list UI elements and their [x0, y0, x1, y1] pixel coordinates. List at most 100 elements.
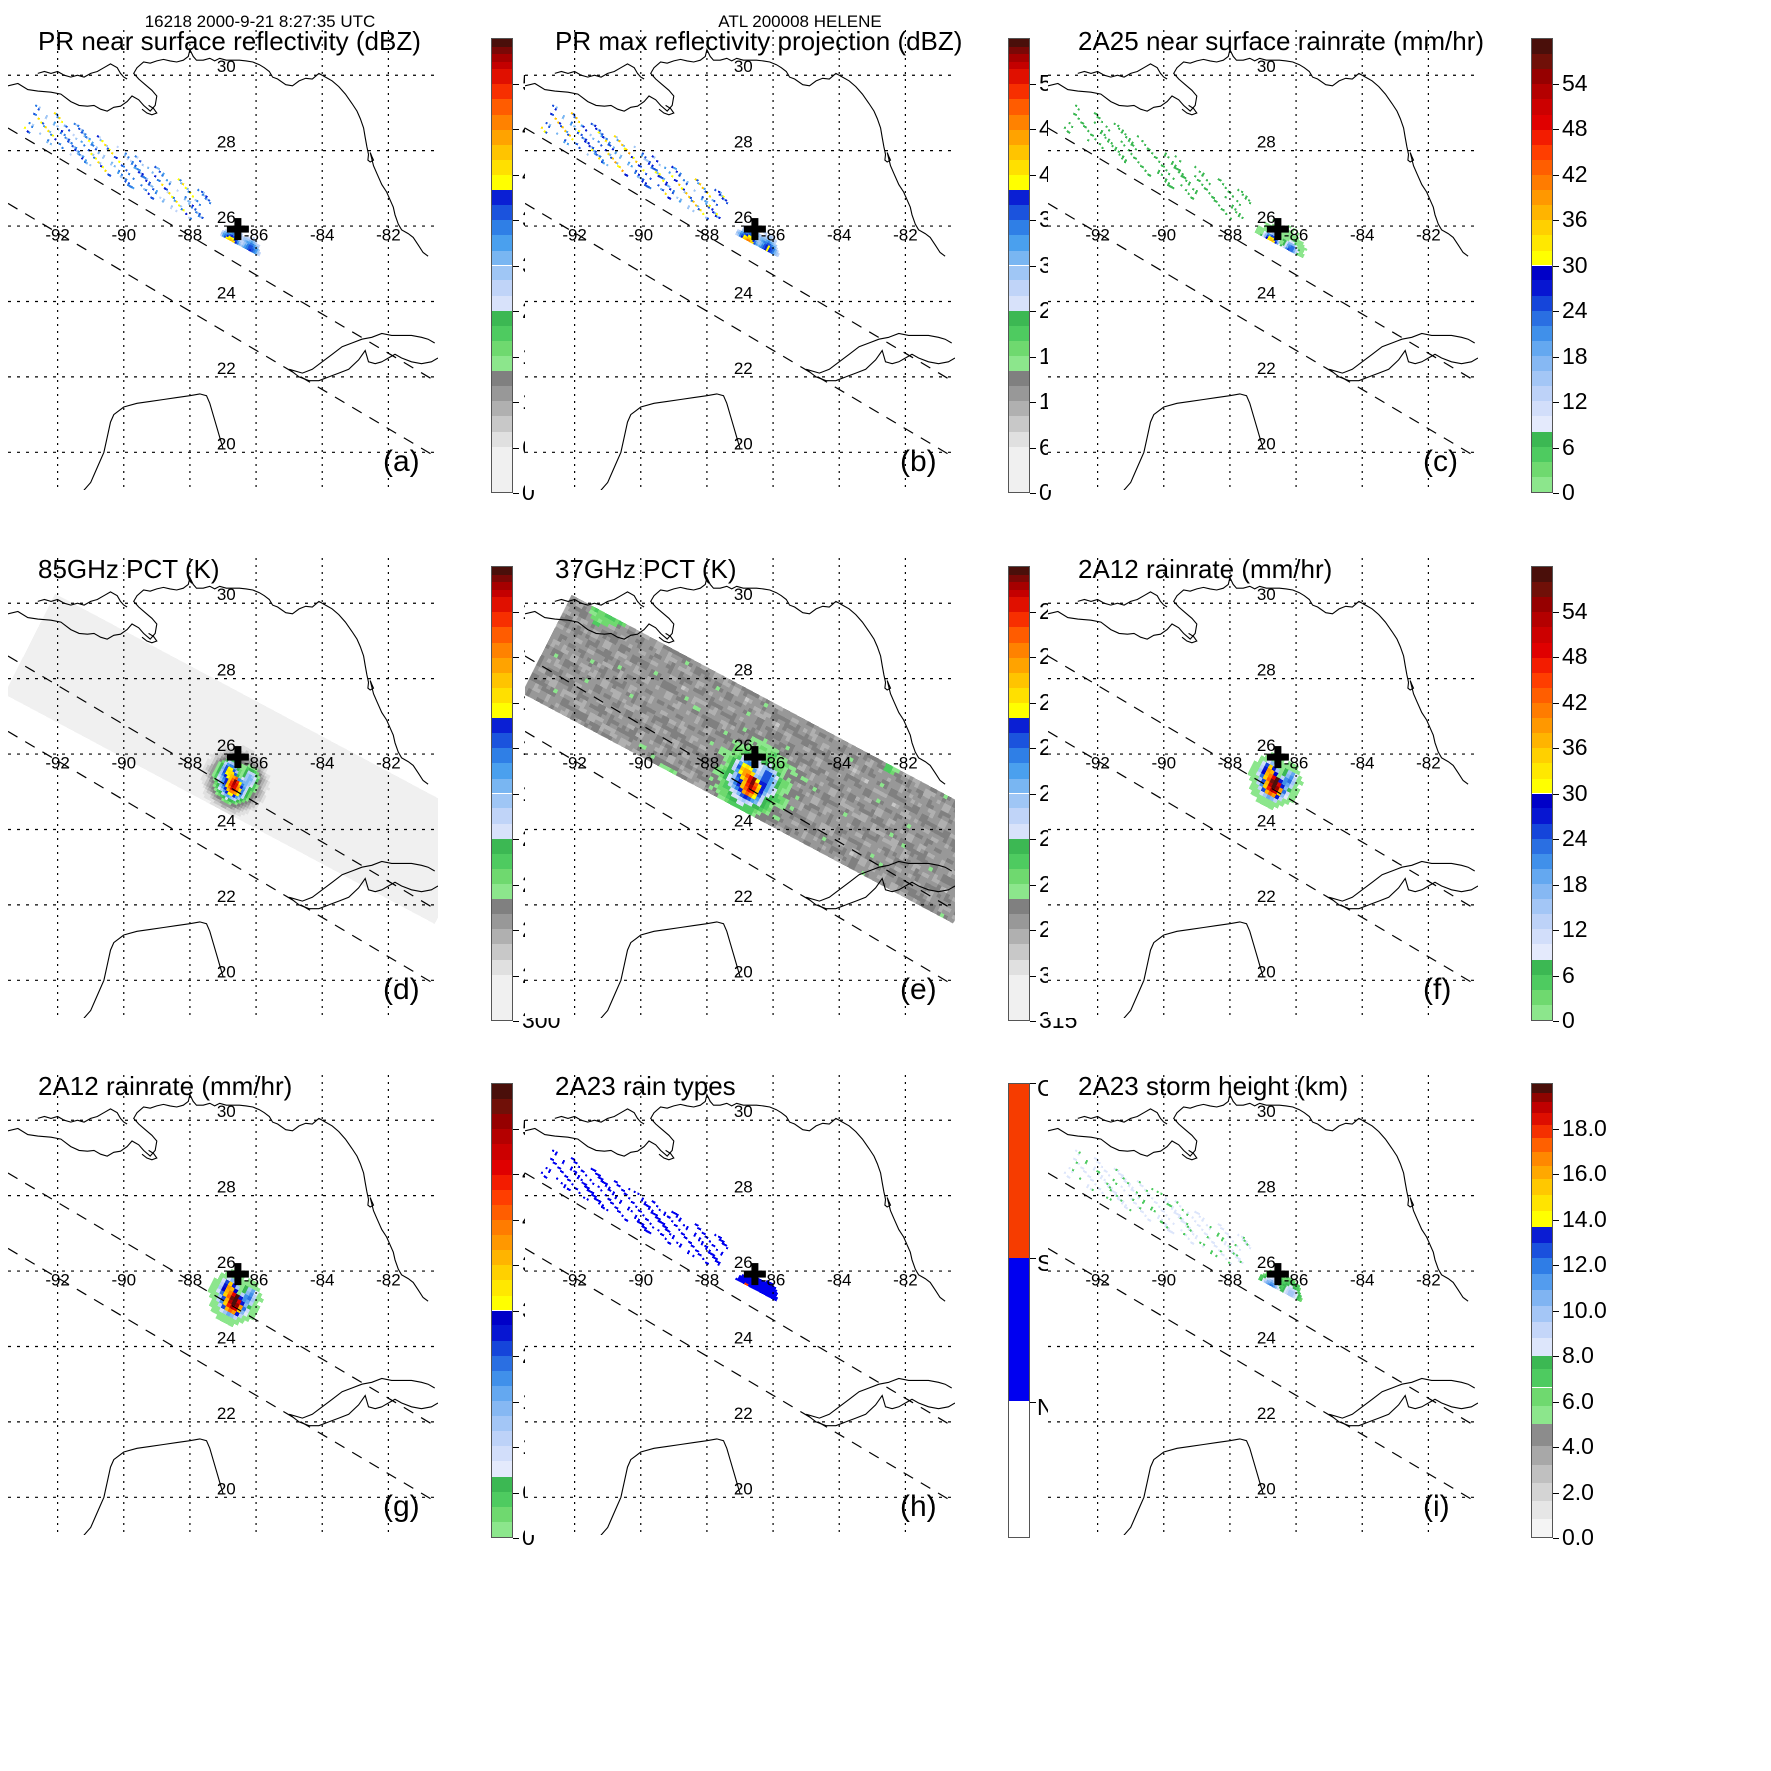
cbar-b-segment — [1009, 446, 1029, 492]
cbar-b-segment — [1009, 371, 1029, 387]
cbar-i-segment — [1532, 1305, 1552, 1322]
svg-text:30: 30 — [217, 585, 236, 604]
cbar-a-segment — [492, 401, 512, 417]
cbar-c-segment — [1532, 84, 1552, 100]
cbar-d-segment — [492, 733, 512, 749]
map-e[interactable]: 30 28 26 24 22 20 -92 -90 -88 -86 -84 -82 — [525, 558, 955, 1018]
cbar-h-segment — [1009, 1401, 1029, 1537]
storm-center-cross-f — [1266, 746, 1289, 769]
graticule-b — [525, 30, 955, 490]
cbar-g-segment — [492, 1325, 512, 1341]
svg-text:-86: -86 — [1284, 225, 1309, 244]
cbar-f-tick-label: 24 — [1562, 825, 1588, 851]
svg-text:30: 30 — [1257, 57, 1276, 76]
svg-text:30: 30 — [1257, 1102, 1276, 1121]
cbar-b-segment — [1009, 46, 1029, 54]
storm-title: ATL 200008 HELENE — [718, 12, 882, 31]
cbar-f-segment — [1532, 612, 1552, 628]
cbar-a-tickmark — [513, 311, 519, 312]
cbar-b-tickmark — [1030, 220, 1036, 221]
svg-text:24: 24 — [217, 1328, 236, 1347]
cbar-c-segment — [1532, 341, 1552, 357]
cbar-i-segment — [1532, 1102, 1552, 1114]
map-g[interactable]: 30 28 26 24 22 20 -92 -90 -88 -86 -84 -82 — [8, 1075, 438, 1535]
cbar-g-segment — [492, 1355, 512, 1371]
graticule-c — [1048, 30, 1478, 490]
cbar-e-tickmark — [1030, 839, 1036, 840]
cbar-d-segment — [492, 974, 512, 1020]
storm-center-cross-h — [743, 1263, 766, 1286]
cbar-c-tick-label: 42 — [1562, 160, 1588, 187]
cbar-a-segment — [492, 280, 512, 296]
cbar-b-segment — [1009, 144, 1029, 160]
cbar-h-segment — [1009, 1258, 1029, 1402]
svg-text:-90: -90 — [628, 225, 653, 244]
cbar-g-segment — [492, 1129, 512, 1145]
svg-text:-82: -82 — [376, 225, 401, 244]
svg-text:-82: -82 — [376, 1270, 401, 1289]
cbar-d-segment — [492, 642, 512, 658]
cbar-g-tickmark — [513, 1310, 519, 1312]
cbar-e-segment — [1009, 672, 1029, 688]
cbar-e-segment — [1009, 612, 1029, 628]
cbar-f-segment — [1532, 687, 1552, 703]
cbar-e-bar — [1008, 566, 1030, 1021]
svg-text:-84: -84 — [1350, 225, 1375, 244]
cbar-i-segment — [1532, 1274, 1552, 1291]
svg-text:-82: -82 — [893, 753, 918, 772]
cbar-c-segment — [1532, 53, 1552, 70]
svg-text:-86: -86 — [1284, 1270, 1309, 1289]
cbar-b-tickmark — [1030, 129, 1036, 130]
cbar-f-tick-label: 48 — [1562, 643, 1588, 669]
cbar-c-tickmark — [1553, 129, 1559, 130]
cbar-b-tickmark — [1030, 402, 1036, 403]
map-a[interactable]: 30 28 26 24 22 20 -92 -90 -88 -86 -84 -82 — [8, 30, 438, 490]
cbar-c-segment — [1532, 416, 1552, 432]
cbar-i-tick-label: 12.0 — [1562, 1251, 1607, 1277]
cbar-e-segment — [1009, 687, 1029, 703]
cbar-i-tickmark — [1553, 1128, 1559, 1130]
cbar-a-segment — [492, 189, 512, 206]
cbar-f-segment — [1532, 974, 1552, 990]
cbar-e-tickmark — [1030, 748, 1036, 749]
cbar-i-segment — [1532, 1165, 1552, 1180]
cbar-a-tickmark — [513, 356, 519, 358]
cbar-e-segment — [1009, 899, 1029, 915]
cbar-d-segment — [492, 657, 512, 673]
cbar-d-segment — [492, 748, 512, 764]
panel-title-a: PR near surface reflectivity (dBZ) — [38, 26, 421, 56]
map-b[interactable]: 30 28 26 24 22 20 -92 -90 -88 -86 -84 -82 — [525, 30, 955, 490]
cbar-b-segment — [1009, 235, 1029, 251]
svg-text:-82: -82 — [893, 1270, 918, 1289]
cbar-d-segment — [492, 574, 512, 582]
cbar-f-tickmark — [1553, 975, 1559, 977]
map-i[interactable]: 30 28 26 24 22 20 -92 -90 -88 -86 -84 -82 — [1048, 1075, 1478, 1535]
cbar-c-segment — [1532, 371, 1552, 387]
map-f[interactable]: 30 28 26 24 22 20 -92 -90 -88 -86 -84 -82 — [1048, 558, 1478, 1018]
cbar-e-segment — [1009, 778, 1029, 794]
cbar-b-segment — [1009, 386, 1029, 402]
grid-labels-i: 30 28 26 24 22 20 -92 -90 -88 -86 -84 -82 — [1085, 1102, 1440, 1498]
cbar-g-segment — [492, 1386, 512, 1402]
cbar-f-segment — [1532, 838, 1552, 854]
cbar-d-segment — [492, 823, 512, 839]
cbar-f-segment — [1532, 989, 1552, 1006]
map-d[interactable]: 30 28 26 24 22 20 -92 -90 -88 -86 -84 -82 — [8, 558, 438, 1018]
svg-text:-88: -88 — [695, 753, 720, 772]
storm-center-cross-c — [1266, 218, 1289, 241]
cbar-b-segment — [1009, 159, 1029, 175]
cbar-e-segment — [1009, 944, 1029, 960]
cbar-g-tickmark — [513, 1265, 519, 1266]
map-h[interactable]: 30 28 26 24 22 20 -92 -90 -88 -86 -84 -82 — [525, 1075, 955, 1535]
cbar-b-segment — [1009, 69, 1029, 85]
cbar-c-segment — [1532, 265, 1552, 281]
map-c[interactable]: 30 28 26 24 22 20 -92 -90 -88 -86 -84 -82 — [1048, 30, 1478, 490]
cbar-g-segment — [492, 1265, 512, 1281]
cbar-c-segment — [1532, 174, 1552, 190]
cbar-g-segment — [492, 1416, 512, 1432]
svg-text:-88: -88 — [178, 1270, 203, 1289]
svg-text:-90: -90 — [111, 753, 136, 772]
cbar-f-tick-label: 54 — [1562, 597, 1588, 624]
cbar-g-tickmark — [513, 1401, 519, 1403]
cbar-b-segment — [1009, 39, 1029, 47]
